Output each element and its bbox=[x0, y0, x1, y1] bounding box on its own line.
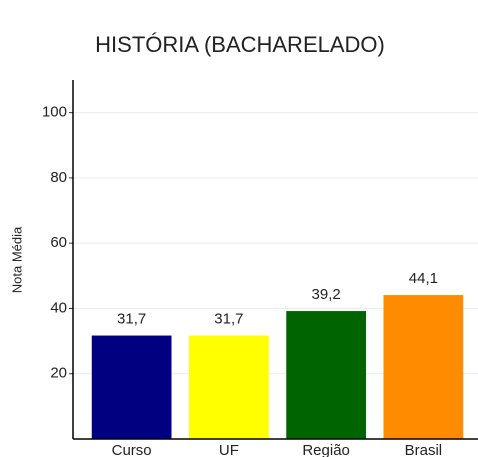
value-label: 31,7 bbox=[117, 311, 146, 328]
bar bbox=[286, 311, 366, 439]
x-tick-label: Curso bbox=[112, 442, 152, 457]
y-tick-label: 40 bbox=[50, 299, 67, 316]
y-tick-label: 100 bbox=[42, 104, 67, 121]
y-tick-label: 20 bbox=[50, 365, 67, 382]
y-axis-label: Nota Média bbox=[9, 226, 24, 293]
bar bbox=[383, 295, 464, 439]
bar bbox=[189, 335, 269, 439]
value-label: 31,7 bbox=[214, 311, 243, 328]
y-tick-label: 60 bbox=[50, 234, 67, 251]
bar bbox=[91, 335, 172, 439]
value-label: 39,2 bbox=[312, 286, 341, 303]
chart-title: HISTÓRIA (BACHARELADO) bbox=[95, 32, 385, 57]
x-tick-label: Brasil bbox=[405, 442, 443, 457]
x-tick-label: Região bbox=[302, 442, 350, 457]
y-tick-label: 80 bbox=[50, 169, 67, 186]
x-tick-label: UF bbox=[219, 442, 239, 457]
value-label: 44,1 bbox=[409, 270, 438, 287]
